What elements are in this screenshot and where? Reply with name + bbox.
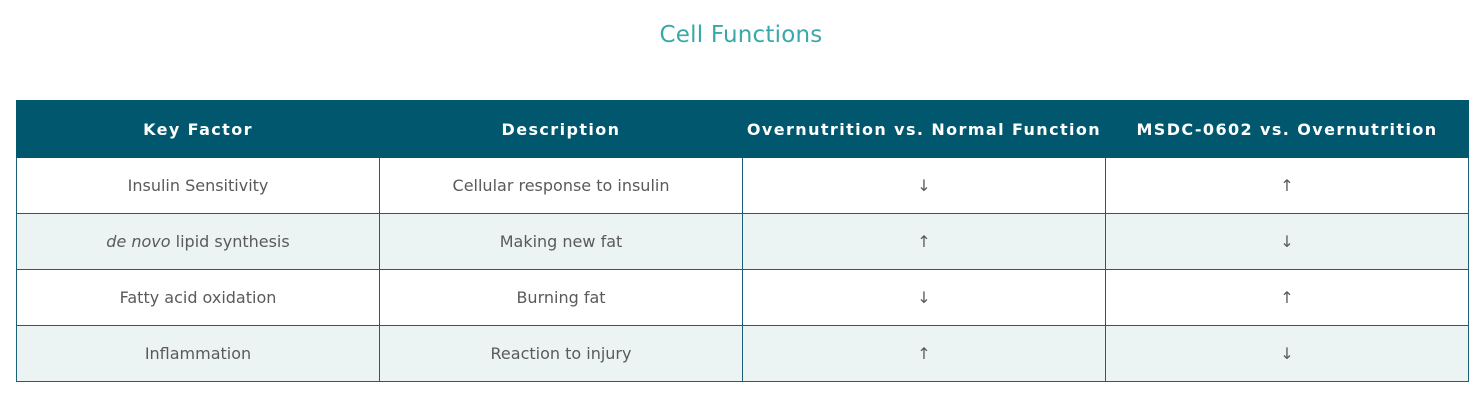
description-cell: Making new fat [379, 213, 743, 270]
key-factor-text: Insulin Sensitivity [127, 176, 269, 195]
key-factor-italic: de novo [106, 232, 171, 251]
table-row: de novo lipid synthesis Making new fat ↑… [16, 213, 1469, 270]
table-row: Insulin Sensitivity Cellular response to… [16, 157, 1469, 214]
overnutrition-arrow: ↓ [742, 269, 1106, 326]
header-key-factor: Key Factor [16, 100, 380, 158]
table-body: Insulin Sensitivity Cellular response to… [16, 157, 1469, 382]
msdc-arrow: ↑ [1105, 269, 1469, 326]
table-row: Fatty acid oxidation Burning fat ↓ ↑ [16, 269, 1469, 326]
header-description: Description [379, 100, 743, 158]
msdc-arrow: ↑ [1105, 157, 1469, 214]
overnutrition-arrow: ↑ [742, 213, 1106, 270]
header-overnutrition-vs-normal: Overnutrition vs. Normal Function [742, 100, 1106, 158]
header-msdc-vs-overnutrition: MSDC-0602 vs. Overnutrition [1105, 100, 1469, 158]
table-row: Inflammation Reaction to injury ↑ ↓ [16, 325, 1469, 382]
description-cell: Reaction to injury [379, 325, 743, 382]
overnutrition-arrow: ↓ [742, 157, 1106, 214]
table-header: Key Factor Description Overnutrition vs.… [16, 100, 1469, 158]
key-factor-text: Fatty acid oxidation [119, 288, 277, 307]
msdc-arrow: ↓ [1105, 325, 1469, 382]
description-cell: Burning fat [379, 269, 743, 326]
cell-functions-table: Key Factor Description Overnutrition vs.… [16, 100, 1469, 382]
key-factor-cell: Insulin Sensitivity [16, 157, 380, 214]
key-factor-cell: de novo lipid synthesis [16, 213, 380, 270]
page-title: Cell Functions [659, 22, 823, 48]
header-row: Key Factor Description Overnutrition vs.… [16, 100, 1469, 158]
overnutrition-arrow: ↑ [742, 325, 1106, 382]
key-factor-cell: Fatty acid oxidation [16, 269, 380, 326]
description-cell: Cellular response to insulin [379, 157, 743, 214]
key-factor-text: lipid synthesis [170, 232, 290, 251]
key-factor-text: Inflammation [144, 344, 252, 363]
msdc-arrow: ↓ [1105, 213, 1469, 270]
key-factor-cell: Inflammation [16, 325, 380, 382]
